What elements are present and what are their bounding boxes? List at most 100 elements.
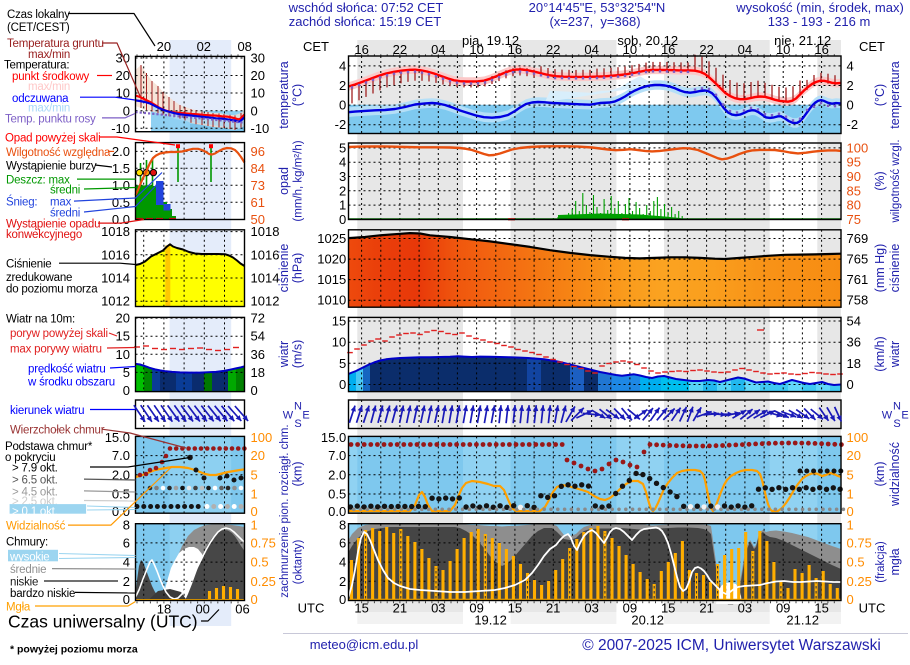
svg-text:36: 36 [251, 347, 265, 362]
svg-text:20: 20 [157, 39, 171, 54]
svg-text:(oktanty): (oktanty) [293, 539, 305, 584]
svg-text:Mgła: Mgła [6, 602, 31, 614]
svg-text:761: 761 [847, 272, 869, 287]
svg-text:Ciśnienie: Ciśnienie [6, 259, 52, 271]
svg-text:16: 16 [661, 42, 675, 57]
svg-text:5: 5 [251, 467, 258, 482]
svg-text:średni: średni [50, 208, 80, 220]
svg-text:max: max [50, 197, 72, 209]
svg-text:15: 15 [814, 601, 828, 616]
svg-text:Czas lokalny: Czas lokalny [7, 9, 70, 21]
svg-text:temperatura: temperatura [888, 61, 902, 128]
svg-text:7.0: 7.0 [112, 448, 130, 463]
svg-text:6: 6 [123, 535, 130, 550]
svg-text:03: 03 [584, 601, 598, 616]
svg-text:1018: 1018 [251, 224, 280, 239]
svg-text:08: 08 [237, 39, 251, 54]
svg-text:średnie: średnie [10, 564, 46, 576]
svg-text:S: S [294, 418, 301, 430]
svg-text:15.0: 15.0 [321, 430, 346, 445]
svg-text:5: 5 [339, 140, 346, 155]
svg-text:22: 22 [546, 42, 560, 57]
svg-text:1: 1 [251, 487, 258, 502]
svg-text:16: 16 [508, 42, 522, 57]
svg-text:bardzo niskie: bardzo niskie [10, 588, 75, 600]
svg-text:22: 22 [393, 42, 407, 57]
svg-text:o pokryciu: o pokryciu [5, 452, 55, 464]
svg-text:15: 15 [332, 314, 346, 329]
svg-text:(km/h): (km/h) [873, 336, 887, 371]
svg-text:> 6.5 okt.: > 6.5 okt. [12, 475, 58, 487]
svg-text:0: 0 [251, 504, 258, 519]
svg-text:Wierzchołek chmur: Wierzchołek chmur [10, 425, 105, 437]
svg-text:nie, 21.12: nie, 21.12 [774, 33, 831, 48]
svg-text:769: 769 [847, 231, 869, 246]
svg-text:22: 22 [699, 42, 713, 57]
svg-text:10: 10 [116, 86, 130, 101]
svg-text:20°14'45"E, 53°32'54"N: 20°14'45"E, 53°32'54"N [529, 0, 666, 15]
svg-text:punkt środkowy: punkt środkowy [12, 71, 90, 83]
svg-text:* powyżej poziomu morza: * powyżej poziomu morza [10, 644, 138, 656]
svg-text:pion. rozciągł. chm.: pion. rozciągł. chm. [279, 424, 291, 523]
svg-text:Deszcz: max: Deszcz: max [6, 175, 70, 187]
svg-text:06: 06 [235, 602, 249, 617]
svg-text:15: 15 [354, 601, 368, 616]
svg-text:2: 2 [339, 574, 346, 589]
svg-text:wilgotność wzgl.: wilgotność wzgl. [890, 139, 902, 223]
svg-text:4: 4 [339, 155, 346, 170]
svg-text:20: 20 [251, 68, 265, 83]
svg-text:10: 10 [116, 347, 130, 362]
svg-text:09: 09 [776, 601, 790, 616]
svg-text:max porywy wiatru: max porywy wiatru [10, 344, 102, 356]
svg-text:N: N [294, 401, 302, 413]
svg-text:wiatr: wiatr [888, 341, 902, 368]
svg-text:4: 4 [123, 555, 130, 570]
svg-text:zachmurzenie: zachmurzenie [279, 526, 291, 598]
svg-text:1: 1 [339, 198, 346, 213]
svg-text:© 2007-2025 ICM, Uniwersytet W: © 2007-2025 ICM, Uniwersytet Warszawski [582, 637, 881, 654]
svg-text:10: 10 [776, 42, 790, 57]
svg-text:> 7.9 okt.: > 7.9 okt. [12, 463, 58, 475]
svg-text:niskie: niskie [10, 577, 38, 589]
svg-text:95: 95 [847, 155, 861, 170]
svg-text:0: 0 [251, 592, 258, 607]
svg-text:90: 90 [847, 169, 861, 184]
svg-text:2.0: 2.0 [112, 144, 130, 159]
svg-text:meteo@icm.edu.pl: meteo@icm.edu.pl [310, 637, 419, 652]
svg-text:(frakcja): (frakcja) [875, 541, 887, 583]
svg-text:61: 61 [251, 195, 265, 210]
svg-text:(m/s): (m/s) [291, 340, 305, 368]
svg-text:85: 85 [847, 183, 861, 198]
svg-text:Śnieg:: Śnieg: [6, 196, 37, 209]
svg-text:0: 0 [339, 212, 346, 227]
svg-text:15: 15 [508, 601, 522, 616]
svg-text:21: 21 [393, 601, 407, 616]
svg-text:do poziomu morza: do poziomu morza [6, 284, 98, 296]
svg-text:0.5: 0.5 [251, 555, 269, 570]
svg-text:0: 0 [123, 592, 130, 607]
svg-text:średni: średni [50, 185, 80, 197]
svg-text:02: 02 [197, 39, 211, 54]
svg-text:84: 84 [251, 161, 265, 176]
svg-text:4: 4 [847, 58, 854, 73]
svg-text:0: 0 [339, 592, 346, 607]
svg-text:0: 0 [847, 504, 854, 519]
svg-text:sob, 20.12: sob, 20.12 [617, 33, 678, 48]
svg-text:21: 21 [699, 601, 713, 616]
svg-text:10: 10 [469, 42, 483, 57]
svg-text:1014: 1014 [101, 271, 130, 286]
svg-text:widzialność: widzialność [888, 442, 902, 507]
svg-text:1025: 1025 [317, 231, 346, 246]
svg-text:04: 04 [738, 42, 752, 57]
svg-text:20: 20 [251, 448, 265, 463]
svg-text:1014: 1014 [251, 271, 280, 286]
svg-text:36: 36 [847, 335, 861, 350]
svg-text:Widzialność: Widzialność [6, 521, 66, 533]
svg-text:poryw powyżej skali: poryw powyżej skali [10, 328, 108, 340]
svg-text:1010: 1010 [317, 293, 346, 308]
svg-text:max/min: max/min [28, 81, 70, 93]
svg-text:0: 0 [847, 592, 854, 607]
svg-text:1: 1 [847, 518, 854, 533]
svg-text:8: 8 [339, 518, 346, 533]
svg-text:15.0: 15.0 [105, 430, 130, 445]
